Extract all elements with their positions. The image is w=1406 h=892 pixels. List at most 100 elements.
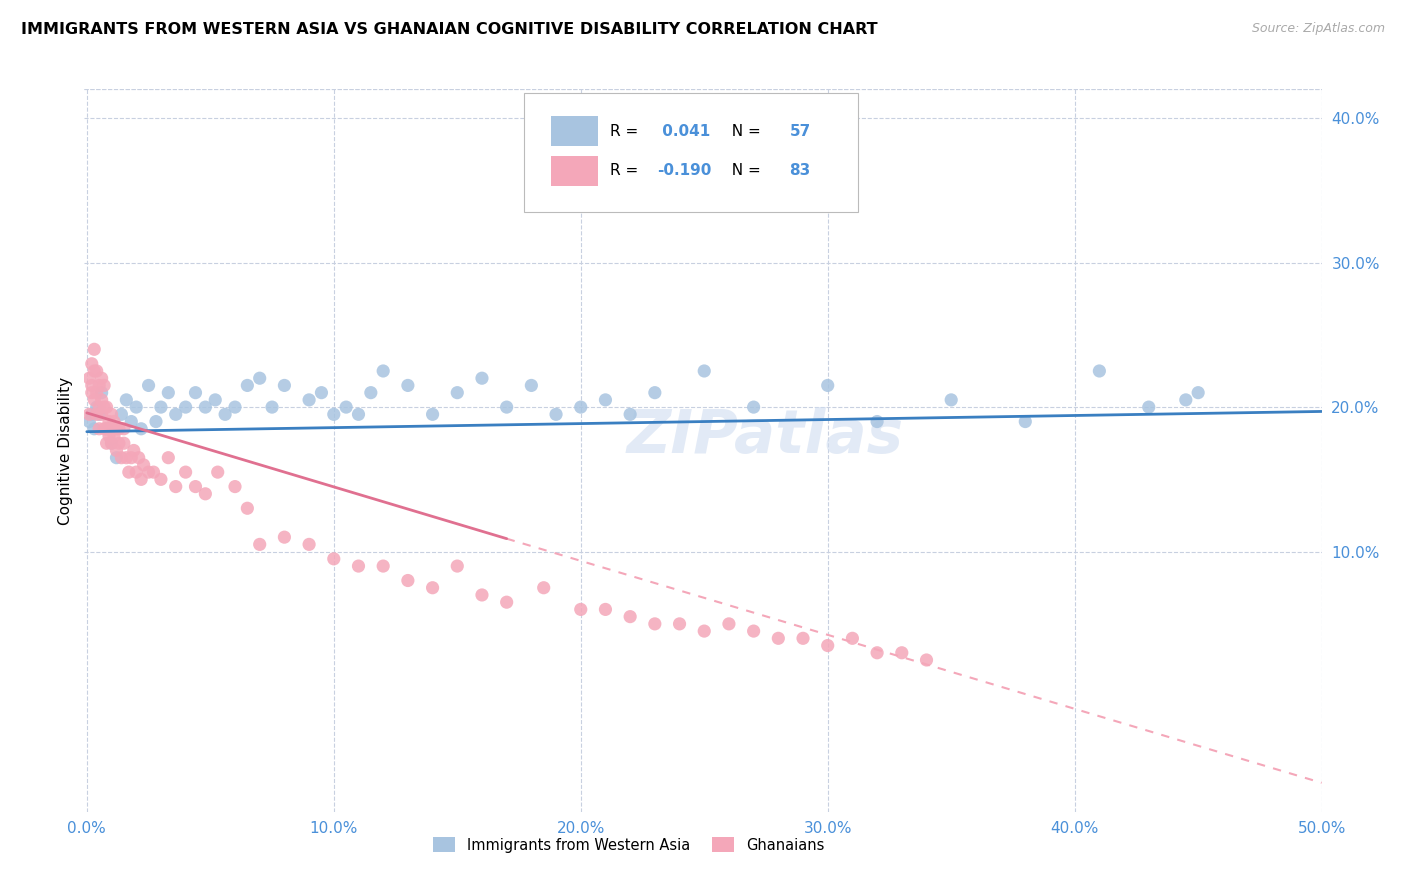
Point <box>100 407 122 421</box>
Point <box>569 602 592 616</box>
Point <box>184 480 207 494</box>
Point <box>693 624 716 639</box>
Point <box>149 400 172 414</box>
Point <box>103 415 125 429</box>
Text: N =: N = <box>721 163 765 178</box>
Point <box>80 378 103 392</box>
Point <box>115 392 138 407</box>
Point <box>373 364 395 378</box>
Legend: Immigrants from Western Asia, Ghanaians: Immigrants from Western Asia, Ghanaians <box>427 831 830 859</box>
Point <box>1014 415 1036 429</box>
Point <box>396 574 419 588</box>
Point <box>693 364 716 378</box>
Point <box>80 407 103 421</box>
Point <box>668 616 690 631</box>
Point <box>105 443 128 458</box>
Point <box>866 415 889 429</box>
Text: Source: ZipAtlas.com: Source: ZipAtlas.com <box>1251 22 1385 36</box>
Point <box>207 465 229 479</box>
Point <box>138 465 160 479</box>
Point <box>742 400 765 414</box>
Point <box>273 378 295 392</box>
Point <box>96 436 118 450</box>
Point <box>236 501 259 516</box>
Point <box>103 429 125 443</box>
Point <box>100 436 122 450</box>
Point <box>792 632 814 646</box>
Text: N =: N = <box>721 124 765 138</box>
Point <box>79 407 101 421</box>
FancyBboxPatch shape <box>551 116 598 146</box>
Point <box>890 646 912 660</box>
Text: R =: R = <box>610 163 644 178</box>
Point <box>96 400 118 414</box>
Point <box>83 364 105 378</box>
Point <box>86 407 108 421</box>
Point <box>86 364 108 378</box>
Point <box>129 472 152 486</box>
Point <box>122 443 145 458</box>
Point <box>322 551 344 566</box>
Point <box>768 632 790 646</box>
Point <box>446 385 468 400</box>
Point <box>717 616 740 631</box>
Point <box>298 392 321 407</box>
Point <box>360 385 382 400</box>
Point <box>569 400 592 414</box>
Point <box>260 400 283 414</box>
Text: 83: 83 <box>790 163 811 178</box>
Point <box>89 407 111 421</box>
Point <box>1088 364 1111 378</box>
Point <box>100 422 122 436</box>
Point <box>105 422 128 436</box>
Point <box>817 378 839 392</box>
Point <box>533 581 555 595</box>
Text: ZIPatlas: ZIPatlas <box>626 407 904 466</box>
Point <box>83 343 105 357</box>
Point <box>165 480 187 494</box>
Point <box>89 400 111 414</box>
Point <box>132 458 155 472</box>
Point <box>96 422 118 436</box>
Point <box>224 400 246 414</box>
Point <box>194 487 217 501</box>
Point <box>93 422 115 436</box>
Point <box>544 407 567 421</box>
Point <box>742 624 765 639</box>
Point <box>373 559 395 574</box>
Point <box>149 472 172 486</box>
Point <box>347 407 370 421</box>
Point <box>157 450 180 465</box>
Point <box>86 385 108 400</box>
Point <box>298 537 321 551</box>
Point <box>80 385 103 400</box>
Point <box>129 422 152 436</box>
Point <box>118 465 141 479</box>
Point <box>941 392 963 407</box>
Point <box>520 378 543 392</box>
Point <box>138 378 160 392</box>
Point <box>249 371 271 385</box>
Point <box>194 400 217 414</box>
Point <box>83 392 105 407</box>
Point <box>108 422 131 436</box>
FancyBboxPatch shape <box>523 93 858 212</box>
Point <box>174 400 197 414</box>
Point <box>128 450 150 465</box>
Point <box>98 429 121 443</box>
Point <box>165 407 187 421</box>
Text: 0.041: 0.041 <box>657 124 710 138</box>
Point <box>112 422 135 436</box>
Text: -0.190: -0.190 <box>657 163 711 178</box>
Point <box>90 392 112 407</box>
Point <box>115 450 138 465</box>
Point <box>90 371 112 385</box>
Point <box>273 530 295 544</box>
Point <box>80 357 103 371</box>
Point <box>93 378 115 392</box>
Point <box>1174 392 1197 407</box>
Point <box>79 371 101 385</box>
Text: 57: 57 <box>790 124 811 138</box>
Point <box>322 407 344 421</box>
Point <box>105 450 128 465</box>
